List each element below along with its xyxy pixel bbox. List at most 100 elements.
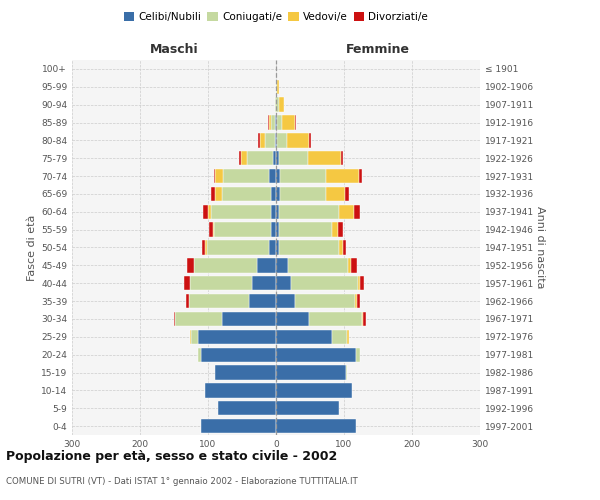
Bar — [221, 187, 271, 201]
Bar — [362, 312, 363, 326]
Bar — [189, 294, 249, 308]
Bar — [174, 312, 175, 326]
Bar — [275, 116, 276, 130]
Bar — [271, 204, 276, 219]
Bar — [346, 366, 347, 380]
Bar — [215, 169, 223, 183]
Bar — [268, 116, 269, 130]
Bar — [275, 98, 276, 112]
Bar — [351, 258, 357, 272]
Bar — [295, 294, 355, 308]
Bar — [343, 240, 346, 254]
Bar — [209, 222, 213, 237]
Bar — [338, 240, 343, 254]
Bar — [346, 187, 349, 201]
Bar — [276, 240, 279, 254]
Bar — [363, 312, 366, 326]
Bar — [279, 240, 338, 254]
Bar — [332, 222, 338, 237]
Bar — [357, 294, 359, 308]
Bar — [257, 258, 276, 272]
Bar — [190, 330, 191, 344]
Bar — [187, 258, 194, 272]
Bar — [338, 204, 354, 219]
Bar — [205, 240, 206, 254]
Bar — [276, 187, 280, 201]
Bar — [338, 222, 343, 237]
Bar — [203, 204, 208, 219]
Bar — [332, 330, 347, 344]
Bar — [213, 222, 214, 237]
Bar — [199, 348, 201, 362]
Bar — [249, 294, 276, 308]
Bar — [273, 151, 276, 166]
Bar — [276, 133, 277, 148]
Bar — [355, 294, 357, 308]
Bar — [288, 258, 348, 272]
Bar — [359, 276, 364, 290]
Bar — [211, 204, 271, 219]
Bar — [280, 187, 326, 201]
Bar — [279, 151, 308, 166]
Bar — [347, 330, 349, 344]
Bar — [190, 276, 252, 290]
Bar — [348, 258, 351, 272]
Bar — [341, 151, 343, 166]
Bar — [308, 151, 341, 166]
Bar — [276, 312, 308, 326]
Bar — [276, 276, 291, 290]
Bar — [269, 240, 276, 254]
Legend: Celibi/Nubili, Coniugati/e, Vedovi/e, Divorziati/e: Celibi/Nubili, Coniugati/e, Vedovi/e, Di… — [119, 8, 433, 26]
Bar — [276, 204, 279, 219]
Bar — [276, 98, 279, 112]
Bar — [247, 151, 273, 166]
Bar — [201, 419, 276, 433]
Bar — [208, 204, 211, 219]
Bar — [194, 258, 257, 272]
Bar — [326, 187, 346, 201]
Bar — [276, 348, 356, 362]
Bar — [265, 133, 275, 148]
Bar — [201, 348, 276, 362]
Bar — [252, 276, 276, 290]
Bar — [215, 187, 221, 201]
Bar — [215, 366, 276, 380]
Bar — [271, 222, 276, 237]
Text: Popolazione per età, sesso e stato civile - 2002: Popolazione per età, sesso e stato civil… — [6, 450, 337, 463]
Bar — [276, 401, 338, 415]
Bar — [326, 169, 359, 183]
Bar — [356, 348, 361, 362]
Bar — [223, 169, 269, 183]
Bar — [279, 204, 338, 219]
Bar — [279, 98, 284, 112]
Bar — [276, 116, 277, 130]
Bar — [205, 383, 276, 398]
Bar — [291, 276, 358, 290]
Bar — [310, 133, 311, 148]
Y-axis label: Anni di nascita: Anni di nascita — [535, 206, 545, 289]
Bar — [271, 116, 275, 130]
Bar — [276, 383, 352, 398]
Bar — [276, 222, 279, 237]
Bar — [198, 330, 276, 344]
Bar — [185, 294, 189, 308]
Bar — [276, 366, 346, 380]
Bar — [276, 294, 295, 308]
Text: Femmine: Femmine — [346, 44, 410, 57]
Bar — [260, 133, 265, 148]
Bar — [276, 258, 288, 272]
Bar — [175, 312, 221, 326]
Bar — [276, 419, 356, 433]
Bar — [184, 276, 190, 290]
Bar — [259, 133, 260, 148]
Bar — [206, 240, 269, 254]
Bar — [221, 312, 276, 326]
Bar — [269, 116, 271, 130]
Bar — [308, 312, 362, 326]
Bar — [239, 151, 241, 166]
Text: Maschi: Maschi — [149, 44, 199, 57]
Bar — [287, 133, 310, 148]
Bar — [277, 133, 287, 148]
Bar — [275, 133, 276, 148]
Bar — [276, 330, 332, 344]
